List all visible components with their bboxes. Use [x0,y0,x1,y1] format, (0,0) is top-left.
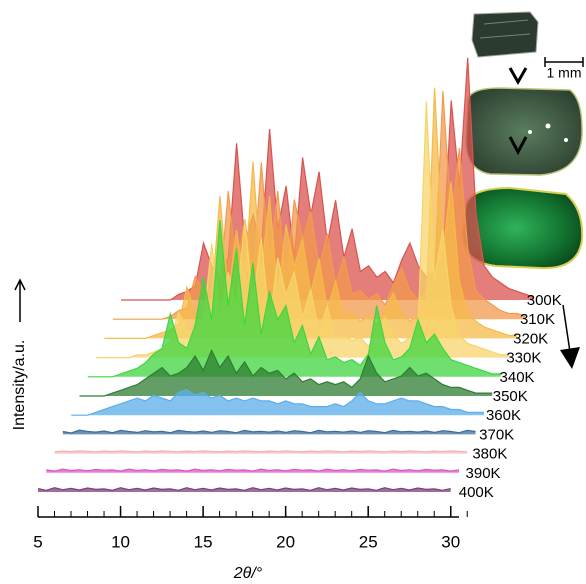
x-tick-label: 5 [33,532,42,551]
crystal-photo [465,87,583,176]
series-line [79,348,493,397]
arrow [508,136,528,156]
series-label: 320K [513,330,548,347]
series-label: 300K [527,292,562,309]
y-axis-arrow [14,278,26,322]
arrow [508,67,528,86]
x-tick-label: 15 [194,532,213,551]
series-label: 380K [472,446,507,463]
series-line [54,450,468,453]
x-tick-label: 20 [276,532,295,551]
series-label: 390K [466,465,501,482]
series-label: 310K [520,311,555,328]
series-area [96,101,509,358]
photo-detail [564,138,568,142]
photos: 1 mm [460,11,584,270]
series-label: 350K [493,388,528,405]
series-line [37,487,451,491]
y-axis-label: Intensity/a.u. [11,340,28,431]
photo-detail [545,123,551,129]
series-label: 400K [459,484,494,501]
series-label: 360K [486,407,521,424]
series-label: 370K [479,426,514,443]
x-tick-label: 10 [111,532,130,551]
series-line [62,429,476,434]
temperature-arrow [562,304,571,353]
series-area [104,87,518,339]
series-label: 330K [506,350,541,367]
x-tick-label: 25 [359,532,378,551]
scale-label: 1 mm [547,65,582,81]
x-tick-label: 30 [441,532,460,551]
series-line [87,220,501,378]
series-line [71,388,484,416]
series-area [38,487,451,492]
plot-area [37,57,534,492]
photo-detail [479,19,531,39]
series-line [46,468,460,472]
series-label: 340K [500,369,535,386]
photo-detail [528,130,532,134]
temperature-arrow [560,347,580,369]
x-axis-label: 2θ/° [233,565,263,582]
series-area [71,389,484,416]
series-area [46,469,460,473]
series-area [79,350,493,396]
